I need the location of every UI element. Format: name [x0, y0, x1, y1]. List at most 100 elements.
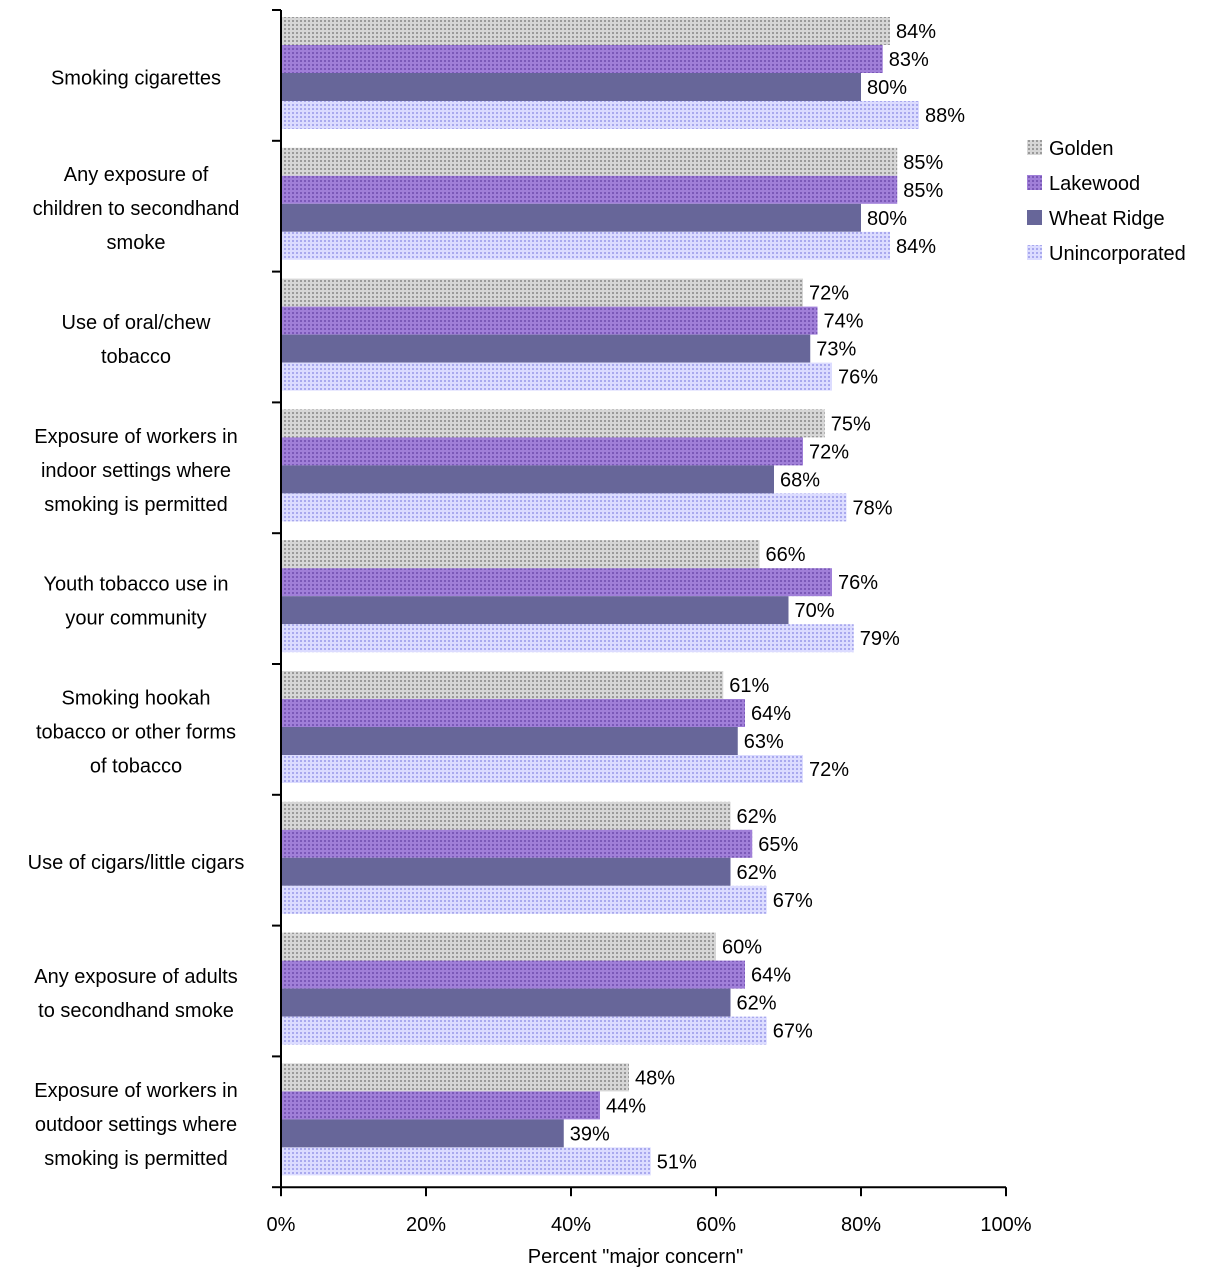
data-label: 67%	[773, 890, 813, 912]
data-label: 65%	[758, 834, 798, 856]
bar-wheat-ridge-5	[281, 727, 738, 755]
data-label: 67%	[773, 1021, 813, 1043]
data-label: 48%	[635, 1067, 675, 1089]
bar-unincorporated-5	[281, 755, 803, 783]
x-tick-label: 0%	[267, 1214, 296, 1236]
legend: Golden Lakewood Wheat Ridge Unincorporated	[1027, 138, 1186, 265]
bar-lakewood-2	[281, 306, 818, 335]
category-label: smoking is permitted	[44, 494, 227, 516]
bar-lakewood-0	[281, 45, 883, 73]
data-label: 80%	[867, 208, 907, 230]
bar-wheat-ridge-1	[281, 203, 861, 232]
data-label: 76%	[838, 367, 878, 389]
data-label: 74%	[824, 311, 864, 333]
data-label: 39%	[570, 1123, 610, 1145]
bar-lakewood-4	[281, 568, 832, 597]
bar-golden-7	[281, 932, 716, 961]
bar-lakewood-7	[281, 960, 745, 989]
category-label: Smoking hookah	[62, 687, 211, 709]
bar-wheat-ridge-2	[281, 334, 811, 363]
category-label: smoke	[107, 232, 166, 254]
bar-unincorporated-2	[281, 362, 832, 391]
bar-golden-6	[281, 801, 731, 830]
category-label: indoor settings where	[41, 460, 231, 482]
category-label: tobacco or other forms	[36, 721, 236, 743]
bar-golden-8	[281, 1063, 629, 1092]
data-label: 66%	[766, 544, 806, 566]
bar-lakewood-1	[281, 175, 898, 204]
data-label: 75%	[831, 413, 871, 435]
legend-swatch-wheat-ridge	[1027, 210, 1042, 225]
category-label: of tobacco	[90, 755, 182, 777]
bar-golden-0	[281, 17, 890, 45]
legend-swatch-unincorporated	[1027, 245, 1042, 260]
bar-unincorporated-0	[281, 101, 919, 129]
data-label: 44%	[606, 1095, 646, 1117]
category-label: tobacco	[101, 346, 171, 368]
plot-area: 84% 83% 80% 88% Smoking cigarettes 85% 85% 80% 8…	[28, 9, 1032, 1268]
x-axis-title: Percent "major concern"	[528, 1246, 743, 1268]
legend-label: Wheat Ridge	[1049, 208, 1165, 230]
data-label: 63%	[744, 731, 784, 753]
legend-swatch-golden	[1027, 140, 1042, 155]
data-label: 64%	[751, 703, 791, 725]
category-label: smoking is permitted	[44, 1148, 227, 1170]
data-label: 72%	[809, 283, 849, 305]
x-tick-label: 100%	[980, 1214, 1031, 1236]
category-label: Use of cigars/little cigars	[28, 852, 245, 874]
bar-wheat-ridge-3	[281, 465, 774, 494]
data-label: 83%	[889, 49, 929, 71]
category-label: Youth tobacco use in	[44, 574, 229, 596]
data-label: 61%	[729, 675, 769, 697]
bar-lakewood-6	[281, 829, 753, 858]
data-label: 84%	[896, 21, 936, 43]
bar-golden-3	[281, 409, 825, 438]
bar-golden-2	[281, 278, 803, 307]
data-label: 64%	[751, 965, 791, 987]
bar-wheat-ridge-7	[281, 988, 731, 1017]
legend-swatch-lakewood	[1027, 175, 1042, 190]
legend-label: Unincorporated	[1049, 243, 1186, 265]
bar-wheat-ridge-0	[281, 73, 861, 101]
data-label: 51%	[657, 1151, 697, 1173]
data-label: 72%	[809, 759, 849, 781]
bar-unincorporated-6	[281, 885, 767, 914]
bar-lakewood-5	[281, 699, 745, 727]
data-label: 70%	[795, 600, 835, 622]
bar-lakewood-3	[281, 437, 803, 466]
category-label: Any exposure of	[64, 164, 209, 186]
category-label: Exposure of workers in	[34, 426, 237, 448]
category-label: outdoor settings where	[35, 1114, 237, 1136]
bar-lakewood-8	[281, 1091, 600, 1120]
bar-unincorporated-4	[281, 624, 854, 653]
legend-label: Lakewood	[1049, 173, 1140, 195]
x-tick-label: 40%	[551, 1214, 591, 1236]
data-label: 85%	[903, 152, 943, 174]
data-label: 62%	[737, 993, 777, 1015]
data-label: 73%	[816, 339, 856, 361]
data-label: 68%	[780, 469, 820, 491]
category-label: your community	[65, 608, 206, 630]
data-label: 62%	[737, 862, 777, 884]
data-label: 76%	[838, 572, 878, 594]
data-label: 78%	[853, 497, 893, 519]
category-label: Use of oral/chew	[62, 312, 212, 334]
bar-wheat-ridge-4	[281, 596, 789, 625]
bar-golden-1	[281, 147, 898, 176]
category-label: children to secondhand	[33, 198, 240, 220]
bar-unincorporated-1	[281, 231, 890, 260]
data-label: 60%	[722, 937, 762, 959]
bar-wheat-ridge-6	[281, 857, 731, 886]
data-label: 62%	[737, 806, 777, 828]
bar-golden-5	[281, 671, 724, 699]
legend-label: Golden	[1049, 138, 1114, 160]
category-label: to secondhand smoke	[38, 1000, 234, 1022]
data-label: 80%	[867, 77, 907, 99]
category-label: Smoking cigarettes	[51, 67, 221, 89]
bar-unincorporated-3	[281, 493, 847, 522]
data-label: 85%	[903, 180, 943, 202]
data-label: 88%	[925, 105, 965, 127]
category-label: Exposure of workers in	[34, 1080, 237, 1102]
x-tick-label: 60%	[696, 1214, 736, 1236]
